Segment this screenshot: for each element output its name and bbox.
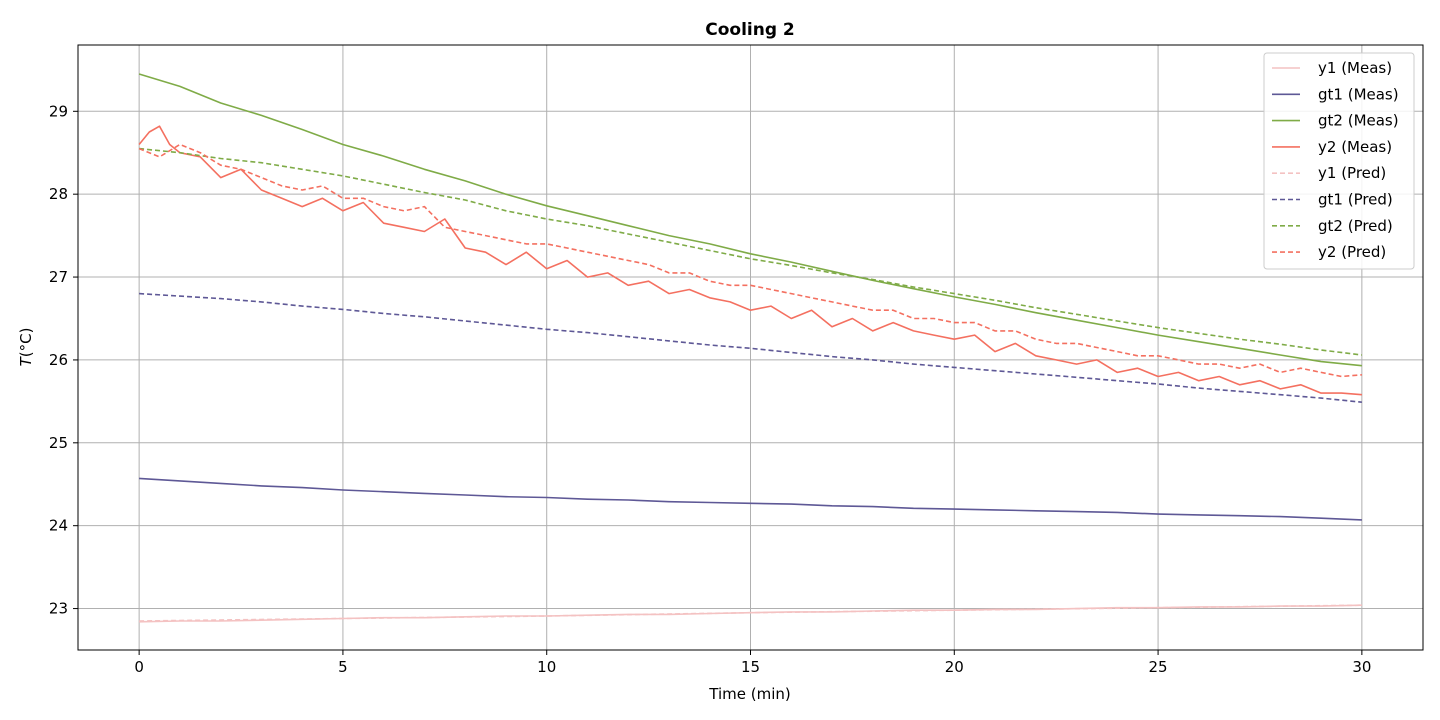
series-line-6 [139,147,1362,356]
series-line-2 [138,73,1362,367]
legend-label: y1 (Meas) [1318,59,1392,77]
legend-label: gt2 (Pred) [1318,217,1393,235]
series-line-4 [139,604,1362,622]
x-tick-label: 10 [537,658,556,676]
y-axis-label: T(°C) [17,328,35,367]
chart-title: Cooling 2 [705,20,795,40]
legend-label: gt1 (Meas) [1318,85,1399,103]
series-group [138,73,1362,623]
y-tick-label: 27 [49,268,68,286]
series-line-7 [138,143,1362,378]
x-tick-label: 15 [741,658,760,676]
y-tick-label: 28 [49,185,68,203]
series-line-5 [139,292,1362,403]
x-axis-label: Time (min) [708,685,790,703]
legend-label: gt2 (Meas) [1318,112,1399,130]
grid [78,45,1423,650]
y-tick-label: 29 [49,102,68,120]
x-axis: 0 5 10 15 20 25 30 [134,650,1371,676]
legend-label: y1 (Pred) [1318,164,1386,182]
series-line-1 [139,477,1362,521]
y-axis-label-symbol: T [17,355,35,366]
legend-label: gt1 (Pred) [1318,191,1393,209]
y-axis: 23 24 25 26 27 28 29 [49,102,78,618]
legend-box [1263,52,1415,270]
y-tick-label: 26 [49,351,68,369]
y-axis-label-unit: (°C) [17,328,35,358]
x-tick-label: 20 [945,658,964,676]
y-tick-label: 25 [49,434,68,452]
x-tick-label: 5 [338,658,348,676]
series-line-3 [138,125,1362,396]
x-tick-label: 25 [1149,658,1168,676]
legend: y1 (Meas) gt1 (Meas) gt2 (Meas) y2 (Meas) y1… [1263,52,1415,270]
y-tick-label: 24 [49,517,68,535]
legend-label: y2 (Pred) [1318,243,1386,261]
x-tick-label: 30 [1352,658,1371,676]
x-tick-label: 0 [134,658,144,676]
legend-label: y2 (Meas) [1318,138,1392,156]
y-tick-label: 23 [49,600,68,618]
